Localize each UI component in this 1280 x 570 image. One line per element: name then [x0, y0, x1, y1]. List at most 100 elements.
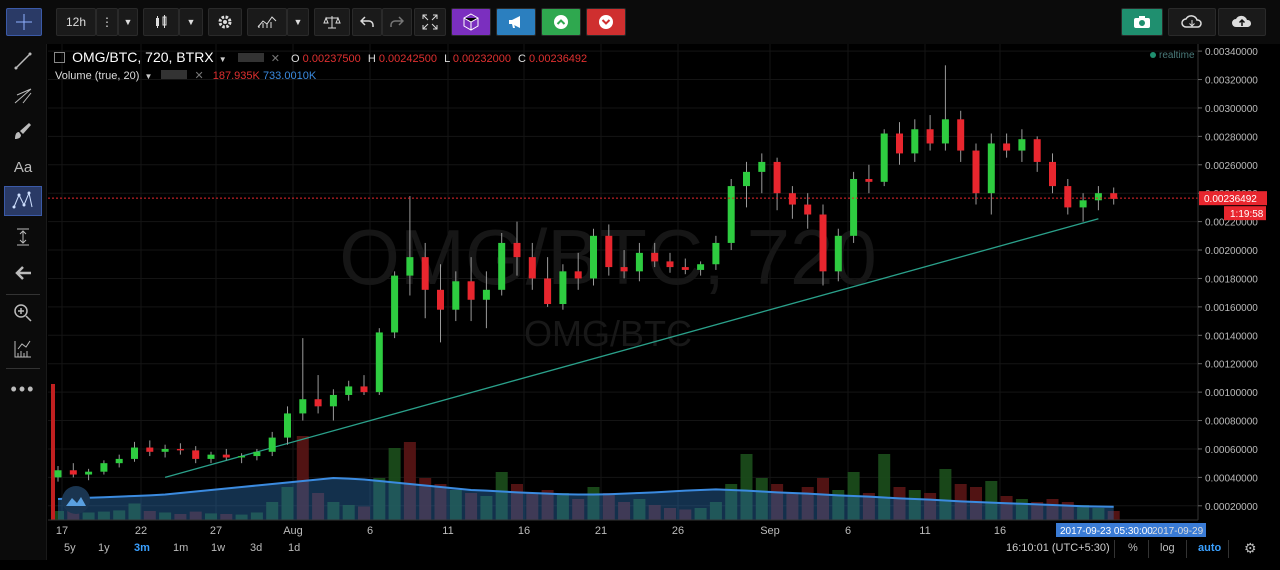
candle-body[interactable] — [1110, 193, 1118, 199]
compare-button[interactable] — [314, 8, 350, 36]
candle-body[interactable] — [773, 161, 781, 194]
candle-body[interactable] — [513, 242, 521, 258]
range-3d[interactable]: 3d — [250, 542, 263, 554]
candle-body[interactable] — [896, 133, 903, 154]
candle-body[interactable] — [314, 399, 322, 407]
undo-button[interactable] — [352, 8, 382, 36]
collapse-legend-icon[interactable] — [54, 52, 65, 63]
indicators-button[interactable] — [247, 8, 287, 36]
candle-body[interactable] — [712, 242, 720, 265]
candle-body[interactable] — [1079, 200, 1087, 208]
redo-button[interactable] — [382, 8, 412, 36]
chevron-down-icon[interactable]: ▼ — [144, 72, 153, 81]
candle-body[interactable] — [100, 463, 108, 472]
trendline-tool-button[interactable] — [4, 46, 42, 76]
candle-body[interactable] — [284, 413, 291, 438]
candle-body[interactable] — [681, 267, 689, 270]
interval-button[interactable]: 12h — [56, 8, 96, 36]
pattern-tool-button[interactable] — [4, 186, 42, 216]
candle-body[interactable] — [161, 448, 169, 452]
candle-body[interactable] — [620, 267, 628, 272]
candle-body[interactable] — [635, 252, 643, 272]
candle-body[interactable] — [85, 471, 93, 475]
chart-type-button[interactable] — [143, 8, 179, 36]
range-1y[interactable]: 1y — [98, 542, 110, 554]
legend-tools-icon[interactable] — [237, 53, 264, 62]
candle-body[interactable] — [421, 257, 429, 290]
candle-body[interactable] — [941, 119, 949, 144]
widget-button[interactable] — [451, 8, 491, 36]
candle-body[interactable] — [590, 235, 597, 279]
candle-body[interactable] — [926, 129, 934, 144]
trendline[interactable] — [164, 218, 1099, 478]
candle-body[interactable] — [1094, 193, 1102, 201]
candle-body[interactable] — [1018, 139, 1026, 151]
text-tool-button[interactable]: Aa — [4, 152, 42, 182]
candle-body[interactable] — [804, 204, 812, 215]
range-5y[interactable]: 5y — [64, 542, 76, 554]
candle-body[interactable] — [54, 470, 62, 478]
candle-body[interactable] — [345, 386, 353, 395]
tradingview-logo[interactable] — [62, 486, 90, 514]
candle-body[interactable] — [176, 448, 184, 451]
candle-body[interactable] — [819, 214, 827, 272]
settings-button[interactable] — [208, 8, 242, 36]
candle-body[interactable] — [360, 386, 368, 393]
interval-menu-button[interactable]: ⋮ — [96, 8, 118, 36]
candle-body[interactable] — [375, 332, 383, 393]
price-chart[interactable]: OMG/BTC, 720OMG/BTC0.003400000.003200000… — [48, 44, 1280, 540]
candle-body[interactable] — [834, 235, 842, 272]
candle-body[interactable] — [192, 450, 200, 459]
candle-body[interactable] — [498, 242, 506, 290]
candle-body[interactable] — [528, 257, 536, 279]
candle-body[interactable] — [452, 281, 460, 310]
candle-body[interactable] — [987, 143, 995, 194]
legend-close-icon[interactable]: ✕ — [270, 53, 280, 65]
candle-body[interactable] — [544, 278, 552, 305]
candle-body[interactable] — [697, 264, 705, 270]
candle-body[interactable] — [406, 257, 414, 276]
candle-body[interactable] — [972, 150, 980, 194]
candle-body[interactable] — [865, 178, 873, 182]
symbol-label[interactable]: OMG/BTC, 720, BTRX — [72, 49, 214, 65]
candle-body[interactable] — [911, 129, 919, 154]
candle-body[interactable] — [651, 252, 659, 262]
candle-body[interactable] — [1064, 186, 1072, 208]
crosshair-tool-button[interactable] — [6, 8, 42, 36]
load-chart-button[interactable] — [1168, 8, 1216, 36]
measure-tool-button[interactable] — [4, 222, 42, 252]
percent-toggle[interactable]: % — [1128, 542, 1138, 554]
candle-body[interactable] — [222, 454, 230, 458]
hide-drawings-button[interactable] — [4, 258, 42, 288]
snapshot-button[interactable] — [1121, 8, 1163, 36]
zoom-tool-button[interactable] — [4, 298, 42, 328]
candle-body[interactable] — [574, 271, 582, 279]
candle-body[interactable] — [605, 235, 613, 268]
brush-tool-button[interactable] — [4, 116, 42, 146]
candle-body[interactable] — [957, 119, 965, 151]
save-chart-button[interactable] — [1218, 8, 1266, 36]
chart-area[interactable]: OMG/BTC, 720 OMG/BTC 0.00340000 0.00320000 0… — [48, 44, 1280, 540]
log-toggle[interactable]: log — [1160, 542, 1175, 554]
candle-body[interactable] — [788, 193, 796, 205]
candle-body[interactable] — [268, 437, 276, 452]
candle-body[interactable] — [880, 133, 888, 182]
candle-body[interactable] — [1003, 143, 1011, 151]
candle-body[interactable] — [437, 289, 444, 310]
candle-body[interactable] — [743, 171, 750, 187]
fullscreen-button[interactable] — [414, 8, 446, 36]
range-1m[interactable]: 1m — [173, 542, 189, 554]
candle-body[interactable] — [238, 456, 246, 458]
indicators-dropdown-button[interactable]: ▼ — [287, 8, 309, 36]
candle-body[interactable] — [850, 178, 858, 236]
interval-dropdown-button[interactable]: ▼ — [118, 8, 138, 36]
chart-type-dropdown-button[interactable]: ▼ — [179, 8, 203, 36]
candle-body[interactable] — [69, 470, 77, 475]
candle-body[interactable] — [115, 458, 123, 464]
candle-body[interactable] — [299, 399, 307, 414]
candle-body[interactable] — [253, 451, 261, 457]
candle-body[interactable] — [758, 161, 766, 172]
ruler-tool-button[interactable] — [4, 334, 42, 364]
auto-toggle[interactable]: auto — [1198, 542, 1222, 554]
legend-tools-icon[interactable] — [161, 70, 188, 79]
